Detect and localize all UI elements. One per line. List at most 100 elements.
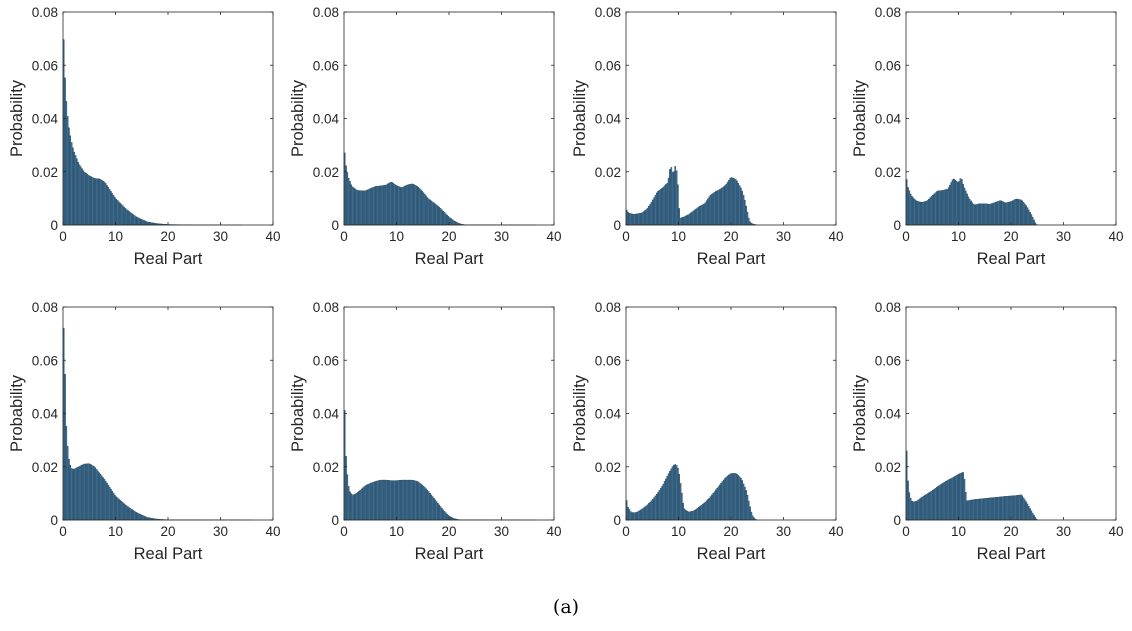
histogram-bar <box>366 189 368 226</box>
histogram-bar <box>345 165 347 226</box>
histogram-bar <box>132 510 135 521</box>
histogram-bar <box>418 482 421 521</box>
histogram-bar <box>669 169 671 226</box>
histogram-bar <box>653 497 656 521</box>
histogram-bar <box>77 161 79 226</box>
histogram-bar <box>148 221 150 226</box>
histogram-bar <box>951 179 954 226</box>
histogram-bar <box>111 193 114 226</box>
histogram-bar <box>985 203 988 226</box>
histogram-bar <box>725 183 728 226</box>
histogram-bar <box>397 480 400 521</box>
histogram-bar <box>738 185 741 226</box>
histogram-bar <box>656 494 658 521</box>
histogram-bar <box>966 193 968 226</box>
histogram-bar <box>963 479 966 521</box>
histogram-bar <box>978 498 980 521</box>
histogram-bar <box>132 214 135 226</box>
histogram-bar <box>712 193 715 226</box>
histogram-bar <box>730 177 733 226</box>
histogram-bar <box>136 512 138 521</box>
histogram-bar <box>387 183 389 226</box>
histogram-bar <box>355 189 358 226</box>
histogram-bar <box>384 184 387 226</box>
x-tick-label: 20 <box>160 229 175 244</box>
histogram-bar <box>354 188 356 226</box>
histogram-bar <box>908 492 911 521</box>
histogram-bar <box>440 508 443 521</box>
histogram-bar <box>94 178 96 226</box>
histogram-bar <box>376 480 379 521</box>
histogram-bar <box>128 211 131 226</box>
histogram-bar <box>920 497 922 521</box>
y-tick-label: 0.08 <box>875 300 901 315</box>
histogram-bar <box>108 486 111 521</box>
histogram-bar <box>659 488 662 521</box>
histogram-bar <box>93 466 95 521</box>
histogram-bar <box>360 488 363 521</box>
histogram-bar <box>708 196 711 226</box>
histogram-bar <box>659 189 662 226</box>
histogram-bar <box>90 464 93 521</box>
histogram-bar <box>733 178 736 226</box>
histogram-bar <box>74 155 77 226</box>
histogram-bar <box>707 198 709 226</box>
histogram-bar <box>70 468 73 521</box>
histogram-bar <box>665 478 667 521</box>
histogram-bar <box>703 503 705 521</box>
histogram-bar <box>416 185 418 226</box>
histogram-bar <box>141 515 144 521</box>
histogram-bar <box>1017 495 1020 521</box>
histogram-bar <box>87 175 90 226</box>
histogram-bar <box>683 508 686 521</box>
histogram-bar <box>116 200 119 226</box>
histogram-bar <box>398 186 401 226</box>
x-tick-label: 30 <box>776 229 791 244</box>
histogram-bar <box>115 496 117 521</box>
x-tick-label: 40 <box>265 524 280 539</box>
histogram-bar <box>631 213 633 226</box>
histogram-bar <box>121 205 124 226</box>
histogram-bar <box>740 187 742 226</box>
histogram-bar <box>928 198 930 226</box>
histogram-bar <box>946 480 949 521</box>
histogram-bar <box>376 186 379 226</box>
histogram-bar <box>433 498 435 521</box>
histogram-bar <box>663 185 666 226</box>
histogram-bar <box>1012 200 1014 226</box>
y-tick-label: 0 <box>50 513 58 528</box>
histogram-bar <box>997 496 1000 521</box>
histogram-bar <box>142 515 145 521</box>
x-tick-label: 20 <box>723 229 738 244</box>
histogram-bar <box>649 203 652 226</box>
histogram-bar <box>684 215 687 226</box>
histogram-bar <box>650 201 653 226</box>
histogram-bar <box>635 512 637 521</box>
histogram-bar <box>110 191 112 226</box>
histogram-bar <box>110 488 112 521</box>
histogram-bar <box>704 202 707 226</box>
y-axis-label: Probability <box>8 374 26 452</box>
histogram-bar <box>932 194 934 226</box>
histogram-bar <box>1033 219 1035 226</box>
histogram-bar <box>937 190 939 226</box>
histogram-bar <box>670 167 673 226</box>
histogram-bar <box>145 516 148 521</box>
histogram-bar <box>633 214 636 226</box>
histogram-bar <box>86 463 89 521</box>
histogram-bar <box>1008 495 1010 521</box>
histogram-bar <box>1027 209 1030 226</box>
histogram-bar <box>953 178 955 226</box>
histogram-bar <box>72 147 74 226</box>
histogram-bar <box>746 211 749 226</box>
histogram-bar <box>351 494 354 521</box>
x-tick-label: 20 <box>441 524 456 539</box>
histogram-bar <box>741 190 743 226</box>
histogram-bar <box>666 475 669 521</box>
histogram-bar <box>1026 503 1029 521</box>
histogram-bar <box>698 206 700 226</box>
histogram-bar <box>112 195 115 226</box>
histogram-bar <box>377 480 380 521</box>
histogram-bar <box>713 491 716 521</box>
histogram-bar <box>954 476 957 521</box>
